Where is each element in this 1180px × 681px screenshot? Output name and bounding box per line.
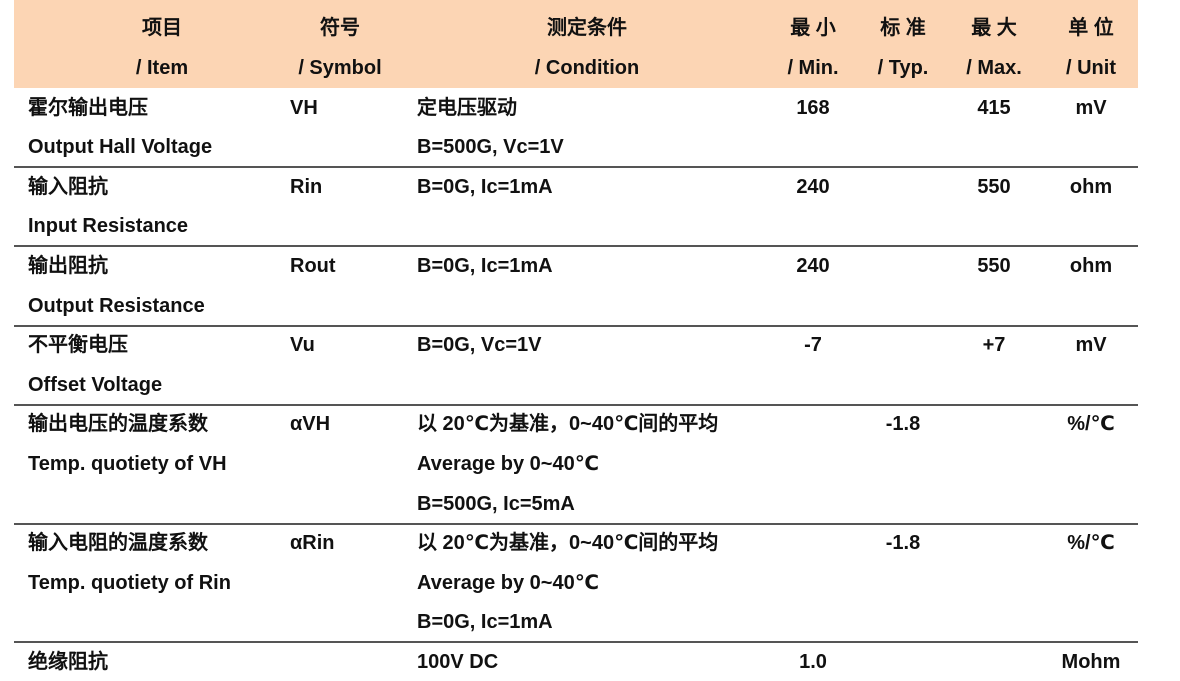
condition: Average by 0~40℃ (417, 452, 599, 475)
symbol: Rout (290, 254, 336, 277)
header-en: / Typ. (877, 57, 929, 79)
row-separator (14, 245, 1138, 248)
condition: B=500G, Ic=5mA (417, 492, 575, 515)
max: 550 (977, 175, 1011, 198)
min: 240 (796, 254, 830, 277)
header-en: / Unit (1066, 57, 1116, 79)
typ: -1.8 (885, 413, 921, 436)
item: 输出电压的温度系数 (28, 413, 208, 436)
min: 168 (796, 96, 830, 119)
header-zh: 最 大 (971, 17, 1017, 39)
typ: -1.8 (885, 532, 921, 555)
unit: ohm (1069, 175, 1113, 198)
min: 1.0 (799, 650, 827, 673)
item: Temp. quotiety of VH (28, 452, 227, 475)
unit: Mohm (1061, 650, 1121, 673)
header-zh: 标 准 (880, 17, 926, 39)
condition: 以 20℃为基准，0~40℃间的平均 (417, 532, 719, 555)
header-en: / Item (135, 57, 189, 79)
header-zh: 符号 (320, 17, 360, 39)
item: 输入阻抗 (28, 175, 108, 198)
unit: ohm (1069, 254, 1113, 277)
item: Output Resistance (28, 294, 205, 317)
row-separator (14, 403, 1138, 406)
header-en: / Min. (787, 57, 839, 79)
item: 不平衡电压 (28, 334, 128, 357)
symbol: Rin (290, 175, 323, 198)
min: -7 (804, 334, 822, 357)
symbol: αRin (290, 532, 335, 555)
condition: 100V DC (417, 650, 499, 673)
header-zh: 最 小 (790, 17, 836, 39)
condition: 定电压驱动 (417, 96, 517, 119)
header-en: / Symbol (298, 57, 382, 79)
max: +7 (982, 334, 1006, 357)
item: 绝缘阻抗 (28, 650, 108, 673)
header-band (14, 0, 1138, 88)
item: 霍尔输出电压 (28, 96, 148, 119)
item: 输入电阻的温度系数 (28, 532, 208, 555)
symbol: VH (290, 96, 318, 119)
condition: B=500G, Vc=1V (417, 136, 564, 159)
item: Input Resistance (28, 215, 189, 238)
header-en: / Condition (534, 57, 640, 79)
item: Output Hall Voltage (28, 136, 213, 159)
max: 415 (977, 96, 1011, 119)
header-en: / Max. (966, 57, 1022, 79)
unit: %/℃ (1067, 413, 1115, 436)
unit: mV (1075, 96, 1107, 119)
header-zh: 项目 (142, 17, 182, 39)
row-separator (14, 522, 1138, 525)
row-separator (14, 641, 1138, 644)
condition: 以 20℃为基准，0~40℃间的平均 (417, 413, 719, 436)
condition: B=0G, Ic=1mA (417, 175, 553, 198)
condition: B=0G, Ic=1mA (417, 611, 553, 634)
symbol: αVH (290, 413, 331, 436)
header-zh: 测定条件 (547, 17, 627, 39)
row-separator (14, 324, 1138, 327)
symbol: Vu (290, 334, 315, 357)
item: Temp. quotiety of Rin (28, 571, 231, 594)
condition: Average by 0~40℃ (417, 571, 599, 594)
item: 输出阻抗 (28, 254, 108, 277)
max: 550 (977, 254, 1011, 277)
row-separator (14, 166, 1138, 169)
item: Offset Voltage (28, 373, 163, 396)
unit: mV (1075, 334, 1107, 357)
condition: B=0G, Ic=1mA (417, 254, 553, 277)
condition: B=0G, Vc=1V (417, 334, 542, 357)
min: 240 (796, 175, 830, 198)
header-zh: 单 位 (1068, 17, 1114, 39)
unit: %/℃ (1067, 532, 1115, 555)
